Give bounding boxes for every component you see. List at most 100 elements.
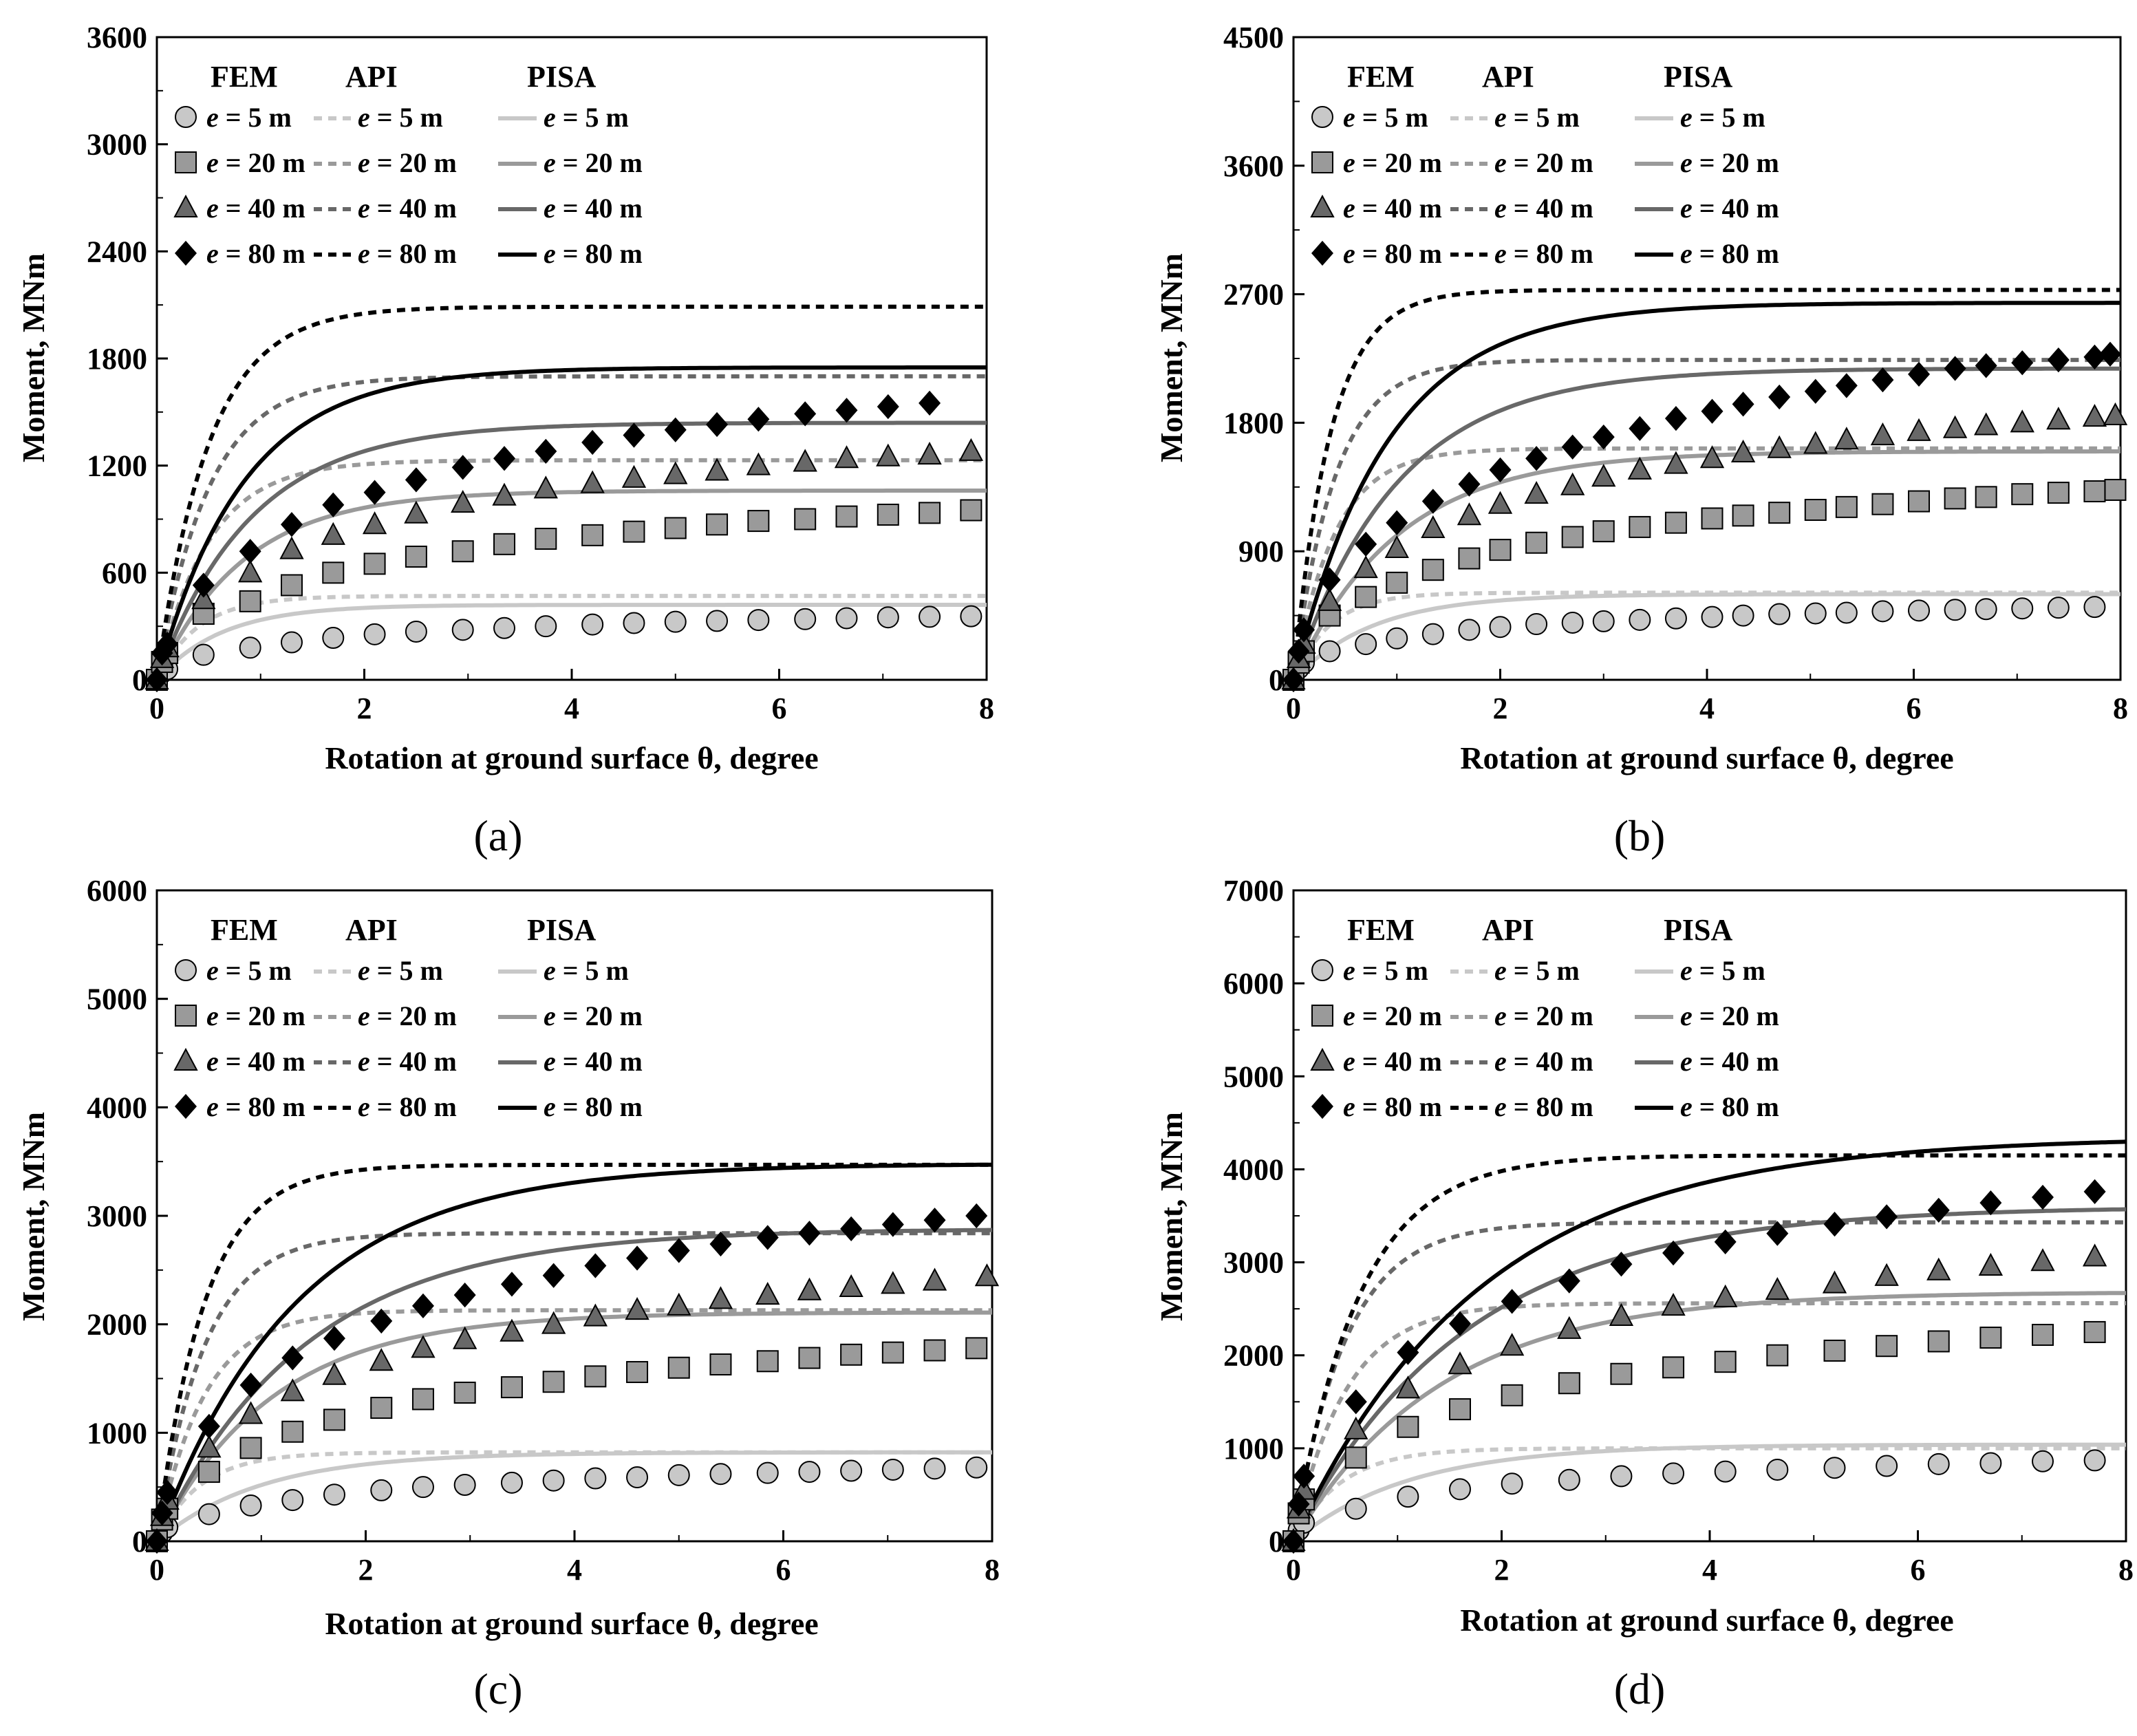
panel-label: (d): [1614, 1664, 1666, 1713]
fem-point-e5: [280, 631, 303, 654]
fem-point-e20: [2047, 482, 2070, 504]
fem-point-e80: [239, 539, 261, 564]
fem-point-e80: [756, 1225, 779, 1250]
fem-point-e40: [1974, 412, 1999, 436]
fem-point-e40: [1609, 1303, 1634, 1326]
fem-point-e5: [881, 1458, 904, 1481]
legend: FEM API PISA e = 5 m e = 5 m e = 5 m e = 20 m e…: [173, 60, 643, 269]
legend-marker-e80: [174, 240, 197, 266]
x-axis-label: Rotation at ground surface θ, degree: [325, 740, 818, 775]
fem-point-e80: [709, 1231, 732, 1257]
fem-point-e5: [192, 643, 215, 666]
legend-fem-label: e = 20 m: [1343, 1000, 1442, 1031]
fem-series-e20: [1282, 478, 2127, 691]
x-tick-label: 4: [1702, 1553, 1717, 1587]
fem-point-e80: [1397, 1340, 1419, 1365]
y-axis-label: Moment, MNm: [16, 1112, 51, 1321]
legend-marker-e80: [1311, 240, 1334, 266]
fem-point-e40: [1822, 1270, 1847, 1294]
api-curve-e80: [157, 1162, 992, 1541]
api-curve-e20: [1293, 1301, 2126, 1541]
fem-point-e40: [238, 559, 263, 583]
fem-point-e5: [664, 610, 687, 633]
x-tick-label: 0: [1286, 692, 1301, 725]
fem-point-e20: [1421, 559, 1444, 581]
legend-header-fem: FEM: [1347, 913, 1415, 947]
fem-point-e5: [1629, 608, 1651, 631]
fem-point-e80: [923, 1208, 946, 1233]
y-tick-label: 7000: [1223, 874, 1284, 908]
legend-pisa-label: e = 80 m: [1680, 1091, 1779, 1122]
legend-api-label: e = 5 m: [358, 102, 443, 133]
fem-point-e80: [281, 1345, 304, 1371]
fem-point-e5: [197, 1503, 220, 1525]
fem-point-e20: [919, 502, 941, 524]
fem-point-e5: [451, 619, 474, 641]
fem-point-e5: [835, 607, 858, 630]
fem-series-e80: [1282, 341, 2121, 693]
y-tick-label: 2000: [87, 1308, 147, 1342]
x-tick-label: 0: [1286, 1553, 1301, 1587]
y-tick-label: 4000: [1223, 1153, 1284, 1186]
fem-point-e5: [535, 615, 557, 638]
legend-fem-label: e = 5 m: [1343, 955, 1428, 986]
fem-point-e80: [1558, 1268, 1580, 1294]
api-curve-e20: [1293, 446, 2120, 680]
legend-fem-label: e = 20 m: [1343, 147, 1442, 178]
fem-series-e40: [1281, 402, 2128, 689]
panel-label: (c): [473, 1664, 522, 1713]
legend-marker-e20: [1311, 1005, 1333, 1027]
x-tick-label: 2: [357, 692, 372, 725]
fem-point-e80: [1714, 1229, 1737, 1254]
fem-point-e40: [1353, 555, 1378, 579]
y-tick-label: 6000: [1223, 967, 1284, 1000]
fem-point-e40: [280, 1378, 305, 1402]
fem-point-e5: [840, 1459, 863, 1482]
fem-point-e40: [917, 441, 942, 465]
fem-point-e5: [923, 1457, 946, 1480]
fem-point-e20: [1344, 1446, 1367, 1469]
fem-point-e40: [1457, 502, 1482, 526]
legend-marker-e5: [1311, 959, 1333, 981]
fem-point-e5: [919, 606, 941, 628]
fem-point-e5: [1871, 600, 1894, 623]
x-tick-label: 0: [149, 1553, 164, 1587]
fem-point-e20: [877, 504, 899, 526]
y-tick-label: 2400: [87, 235, 147, 268]
legend-pisa-label: e = 80 m: [544, 238, 643, 269]
fem-point-e20: [584, 1365, 607, 1388]
fem-point-e80: [1876, 1204, 1898, 1230]
fem-point-e80: [1629, 416, 1651, 441]
x-tick-label: 8: [979, 692, 994, 725]
fem-point-e20: [2083, 1320, 2106, 1343]
fem-series-e5: [1282, 1449, 2106, 1552]
fem-point-e5: [281, 1489, 304, 1512]
y-tick-label: 1800: [87, 342, 147, 376]
fem-point-e80: [156, 1479, 179, 1505]
fem-point-e80: [798, 1221, 821, 1246]
fem-point-e5: [706, 610, 729, 632]
fem-point-e20: [1489, 539, 1512, 561]
fem-point-e5: [1397, 1486, 1419, 1508]
y-tick-label: 0: [132, 1525, 147, 1558]
fem-point-e80: [1355, 531, 1377, 557]
fem-series-e80: [1282, 1179, 2106, 1554]
pisa-curve-e40: [157, 420, 987, 680]
fem-point-e80: [145, 667, 169, 693]
fem-point-e5: [1768, 603, 1791, 625]
pisa-curve-e40: [157, 1228, 992, 1541]
fem-point-e80: [623, 422, 645, 448]
fem-point-e5: [1876, 1455, 1898, 1477]
fem-point-e20: [322, 561, 345, 584]
fem-point-e40: [1699, 445, 1725, 469]
fem-point-e5: [239, 1494, 262, 1517]
fem-point-e40: [197, 1435, 222, 1458]
legend: FEM API PISA e = 5 m e = 5 m e = 5 m e = 20 m e…: [1310, 60, 1779, 269]
fem-point-e40: [191, 586, 216, 610]
fem-point-e20: [835, 505, 858, 528]
fem-point-e40: [411, 1335, 436, 1358]
fem-point-e80: [156, 631, 179, 657]
fem-point-e80: [322, 492, 345, 517]
pisa-curve-e20: [1293, 449, 2120, 680]
